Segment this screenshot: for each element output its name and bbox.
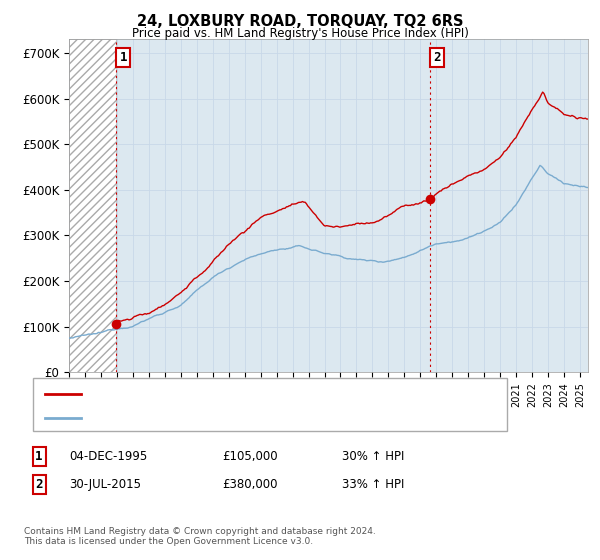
Text: 24, LOXBURY ROAD, TORQUAY, TQ2 6RS: 24, LOXBURY ROAD, TORQUAY, TQ2 6RS [137,14,463,29]
Polygon shape [69,39,116,372]
Text: 04-DEC-1995: 04-DEC-1995 [69,450,147,463]
Text: Contains HM Land Registry data © Crown copyright and database right 2024.
This d: Contains HM Land Registry data © Crown c… [24,526,376,546]
Text: 2: 2 [434,51,441,64]
Text: 24, LOXBURY ROAD, TORQUAY, TQ2 6RS (detached house): 24, LOXBURY ROAD, TORQUAY, TQ2 6RS (deta… [87,389,413,399]
Text: £380,000: £380,000 [222,478,277,491]
Text: £105,000: £105,000 [222,450,278,463]
Text: 1: 1 [35,450,43,463]
Text: Price paid vs. HM Land Registry's House Price Index (HPI): Price paid vs. HM Land Registry's House … [131,27,469,40]
Text: 33% ↑ HPI: 33% ↑ HPI [342,478,404,491]
Text: 30% ↑ HPI: 30% ↑ HPI [342,450,404,463]
Text: HPI: Average price, detached house, Torbay: HPI: Average price, detached house, Torb… [87,413,330,423]
Text: 1: 1 [119,51,127,64]
Text: 30-JUL-2015: 30-JUL-2015 [69,478,141,491]
Text: 2: 2 [35,478,43,491]
